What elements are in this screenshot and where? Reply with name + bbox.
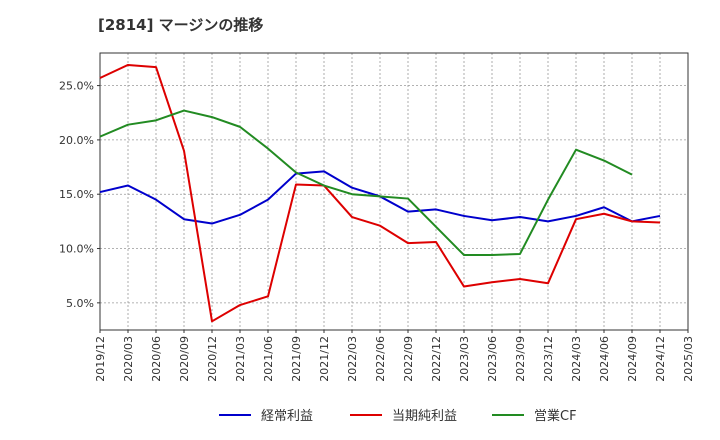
x-tick-label: 2024/06 xyxy=(598,336,611,382)
x-tick-label: 2021/03 xyxy=(234,336,247,382)
x-tick-label: 2022/06 xyxy=(374,336,387,382)
grid-layer xyxy=(100,53,688,330)
x-tick-label: 2022/03 xyxy=(346,336,359,382)
y-axis-ticks: 5.0% 10.0% 15.0% 20.0% 25.0% xyxy=(59,80,100,310)
x-tick-label: 2020/09 xyxy=(178,336,191,382)
x-tick-label: 2025/03 xyxy=(682,336,695,382)
x-tick-label: 2024/09 xyxy=(626,336,639,382)
x-tick-label: 2019/12 xyxy=(94,336,107,382)
series-line-3 xyxy=(99,109,633,257)
x-tick-label: 2020/03 xyxy=(122,336,135,382)
x-tick-label: 2023/09 xyxy=(514,336,527,382)
x-tick-label: 2020/12 xyxy=(206,336,219,382)
x-tick-label: 2021/06 xyxy=(262,336,275,382)
x-tick-label: 2024/03 xyxy=(570,336,583,382)
y-tick-label: 20.0% xyxy=(59,134,94,147)
x-tick-label: 2023/03 xyxy=(458,336,471,382)
x-tick-label: 2022/12 xyxy=(430,336,443,382)
plot-frame xyxy=(99,52,689,331)
series-layer xyxy=(99,63,661,323)
x-tick-label: 2020/06 xyxy=(150,336,163,382)
y-tick-label: 10.0% xyxy=(59,243,94,256)
chart-title: [2814] マージンの推移 xyxy=(98,16,264,34)
legend-label-1: 経常利益 xyxy=(261,409,313,424)
x-tick-label: 2023/12 xyxy=(542,336,555,382)
x-tick-label: 2021/09 xyxy=(290,336,303,382)
x-tick-label: 2022/09 xyxy=(402,336,415,382)
x-tick-label: 2023/06 xyxy=(486,336,499,382)
x-tick-label: 2021/12 xyxy=(318,336,331,382)
y-tick-label: 5.0% xyxy=(66,297,94,310)
series-line-2 xyxy=(99,63,661,323)
x-axis-ticks: 2019/12 2020/03 2020/06 2020/09 2020/12 2021/… xyxy=(94,330,695,382)
y-tick-label: 15.0% xyxy=(59,188,94,201)
legend: 経常利益 当期純利益 営業CF xyxy=(219,408,577,424)
legend-label-2: 当期純利益 xyxy=(392,409,457,424)
legend-label-3: 営業CF xyxy=(534,408,577,424)
y-tick-label: 25.0% xyxy=(59,80,94,93)
x-tick-label: 2024/12 xyxy=(654,336,667,382)
